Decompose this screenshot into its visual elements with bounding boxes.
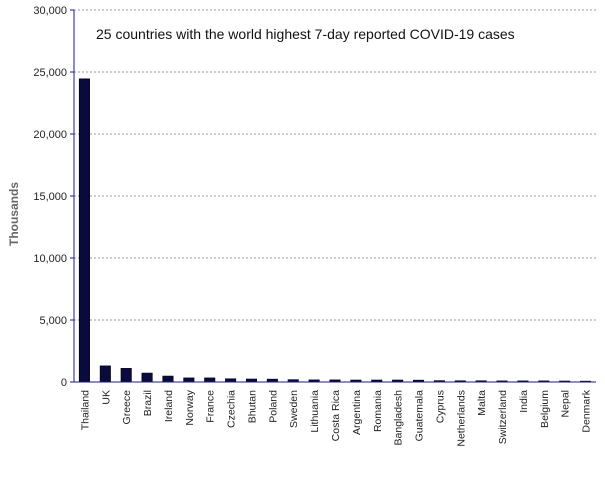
x-category-label: Norway [184, 389, 196, 425]
x-category-label: Guatemala [414, 390, 426, 442]
bar [120, 368, 132, 383]
y-tick-label: 15,000 [33, 191, 67, 203]
x-category-label: Romania [372, 390, 384, 432]
gridlines [74, 9, 596, 321]
x-category-label: Belgium [539, 390, 551, 428]
x-category-label: Nepal [560, 390, 572, 417]
x-category-label: Bangladesh [393, 390, 405, 446]
x-category-label: Bhutan [246, 390, 258, 423]
x-category-label: Argentina [351, 390, 363, 435]
bar [78, 78, 90, 383]
y-tick-label: 10,000 [33, 253, 67, 265]
x-category-label: Costa Rica [330, 390, 342, 442]
bar [204, 377, 216, 383]
y-tick-label: 5,000 [39, 315, 67, 327]
bars [78, 78, 592, 383]
bar [141, 372, 153, 383]
x-category-label: Ireland [163, 390, 175, 422]
x-category-label: France [205, 390, 217, 423]
chart-title: 25 countries with the world highest 7-da… [96, 26, 515, 42]
x-category-label: Czechia [226, 390, 238, 428]
y-tick-label: 0 [61, 377, 67, 389]
x-category-label: Denmark [581, 389, 593, 432]
x-axis-categories: Thailand UK Greece Brazil Ireland Norway Franc… [79, 389, 592, 446]
bar [183, 377, 195, 383]
x-category-label: Malta [476, 390, 488, 416]
y-axis-title: Thousands [7, 182, 21, 246]
x-category-label: Brazil [142, 390, 154, 416]
bar [99, 365, 111, 383]
x-category-label: Lithuania [309, 390, 321, 433]
x-category-label: Greece [121, 390, 133, 425]
x-category-label: Thailand [79, 390, 91, 430]
x-category-label: Poland [267, 390, 279, 423]
y-axis-ticks: 0 5,000 10,000 15,000 20,000 25,000 30,000 [33, 5, 74, 389]
x-category-label: Netherlands [455, 390, 467, 447]
y-tick-label: 25,000 [33, 67, 67, 79]
bar [162, 375, 174, 383]
y-tick-label: 30,000 [33, 5, 67, 17]
x-category-label: Switzerland [497, 390, 509, 444]
x-category-label: Cyprus [434, 390, 446, 423]
x-category-label: UK [100, 390, 112, 405]
x-category-label: Sweden [288, 390, 300, 428]
x-category-label: India [518, 390, 530, 413]
y-tick-label: 20,000 [33, 129, 67, 141]
